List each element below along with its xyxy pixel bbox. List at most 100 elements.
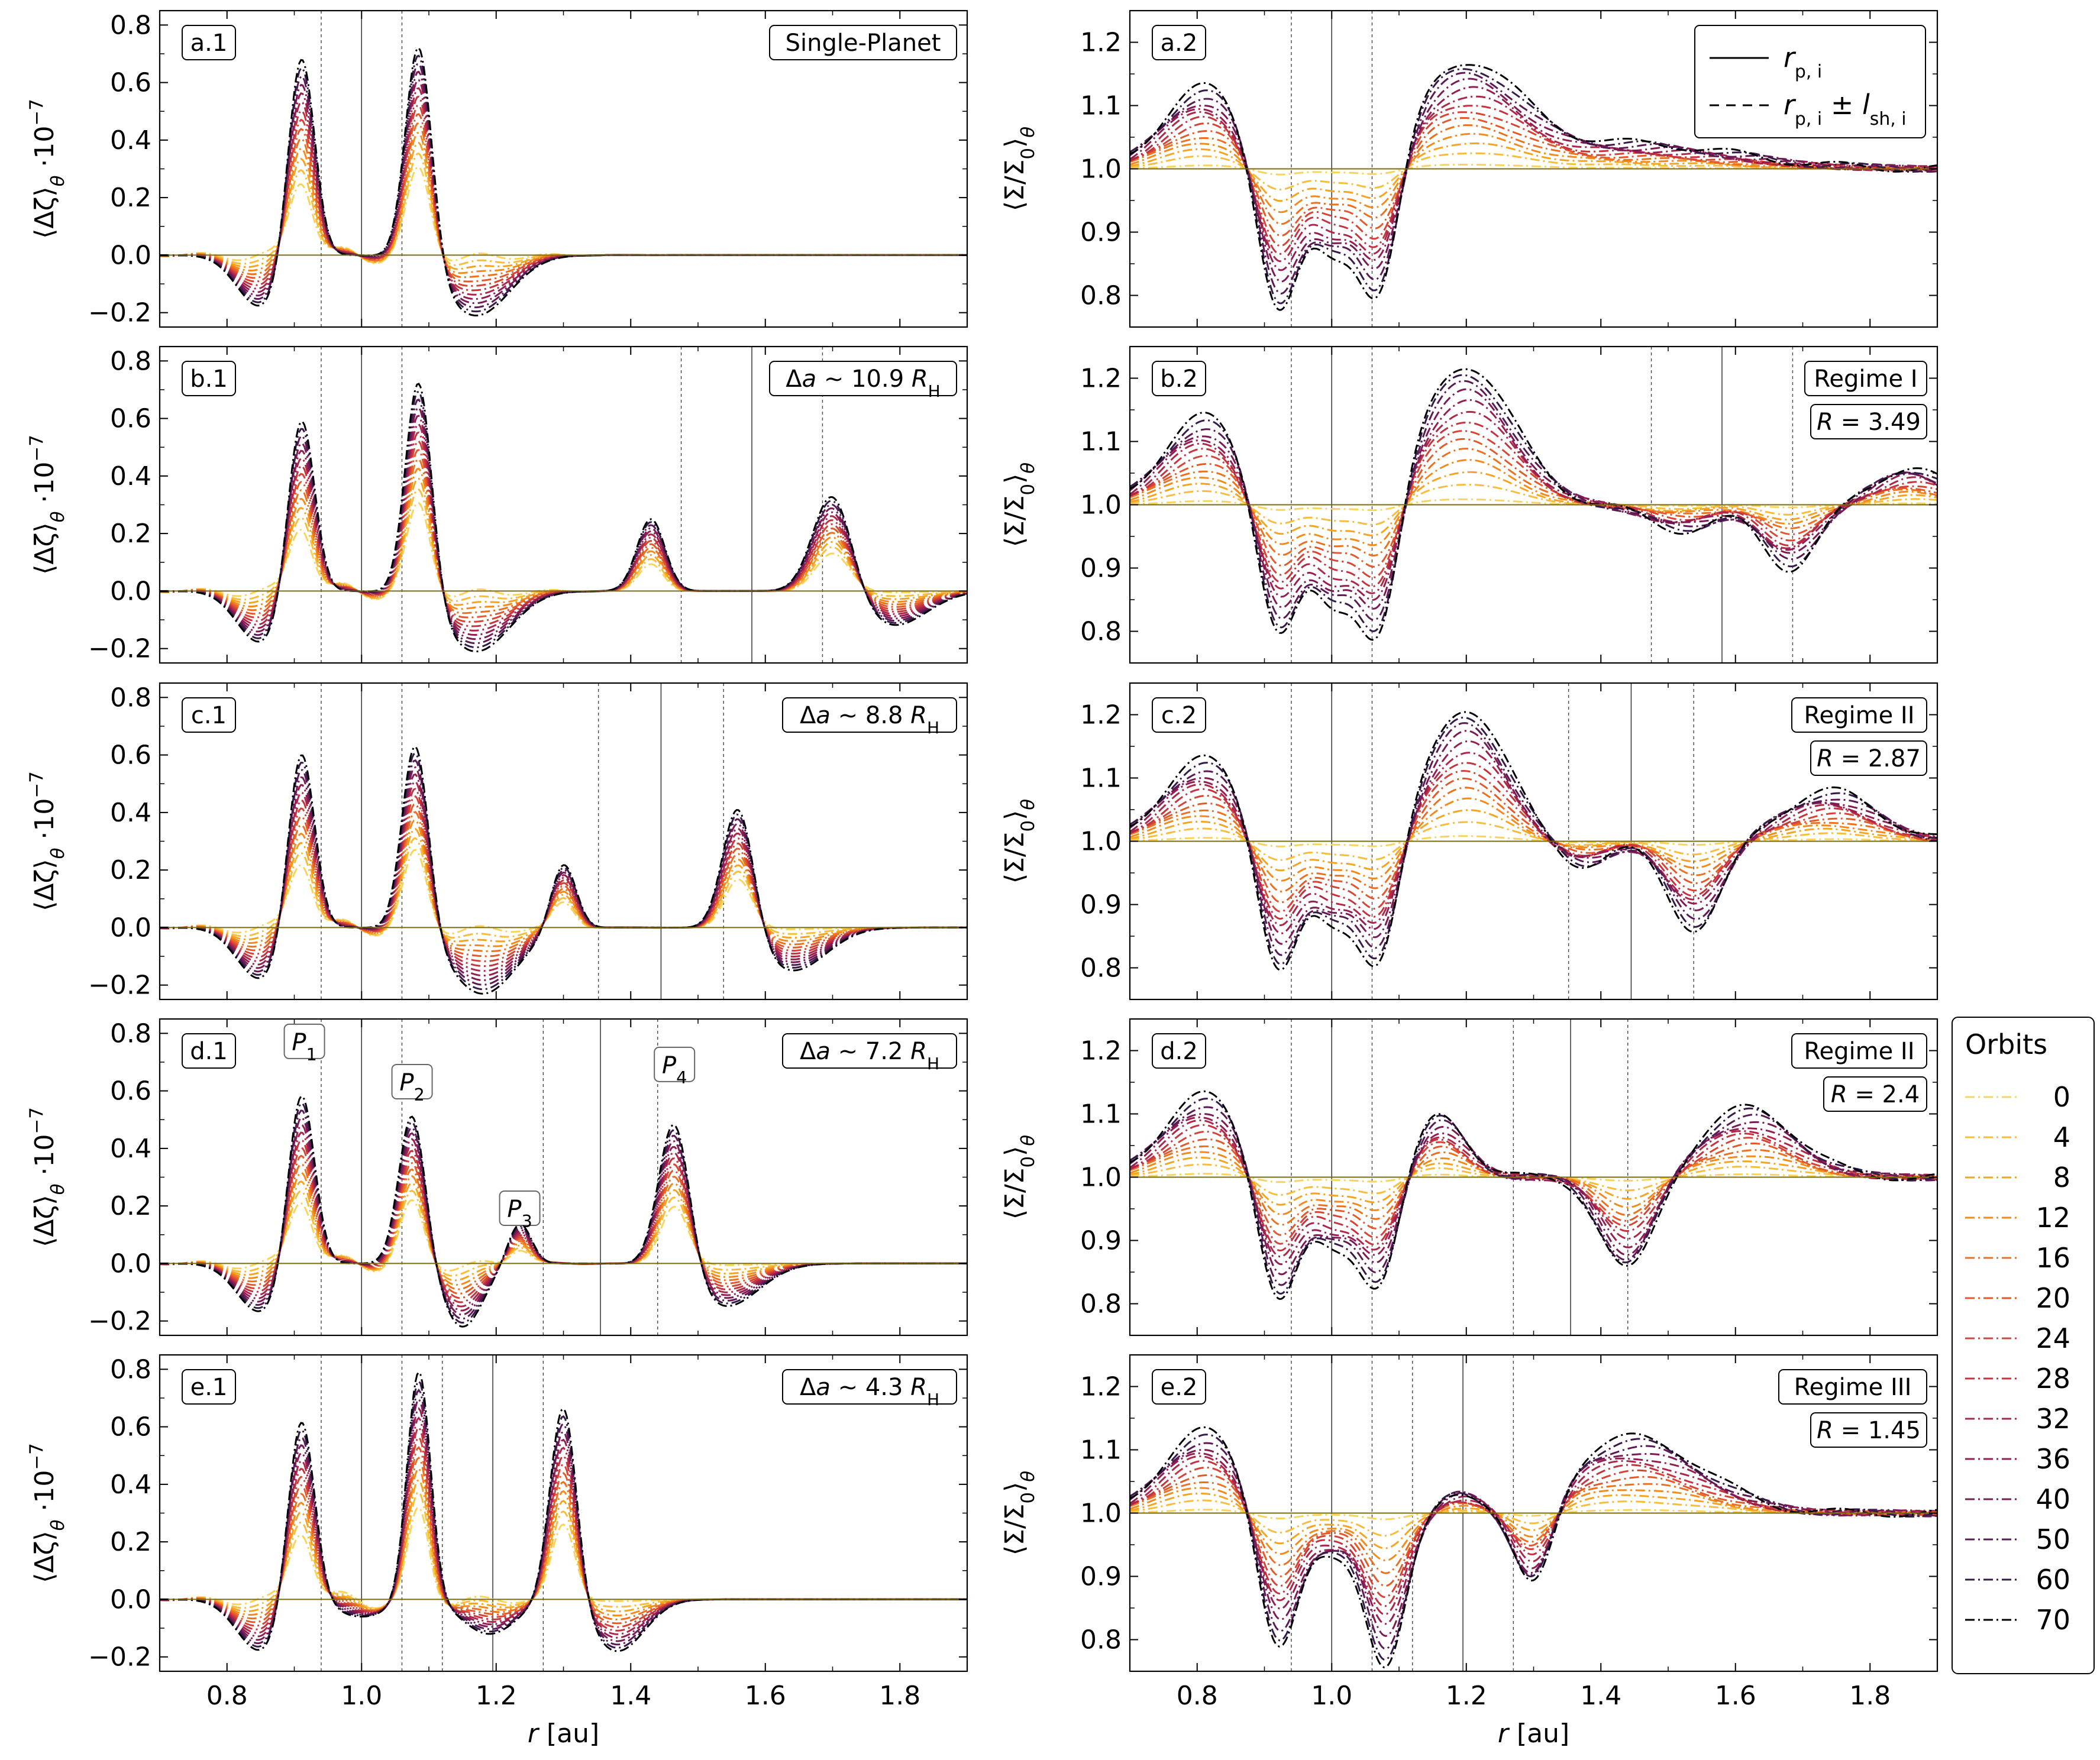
panel-tag: c.2: [1161, 702, 1197, 729]
series-group: [1130, 711, 1937, 971]
series-orbit-32: [160, 423, 967, 632]
y-axis-title: ⟨Δζ⟩θ ·10−7: [26, 99, 69, 239]
y-tick-label: 0.6: [110, 1076, 151, 1107]
panel-c-1: −0.2 0.0 0.2 0.4 0.6 0.8 ⟨Δζ⟩θ ·10−7 c.1 Δa ∼ 8.…: [26, 682, 968, 1001]
x-tick-label: 0.8: [206, 1681, 248, 1711]
series-orbit-4: [1130, 483, 1937, 526]
x-tick-label: 1.8: [1849, 1681, 1891, 1711]
series-orbit-36: [1130, 399, 1937, 601]
orbits-legend-label-40: 40: [2036, 1483, 2070, 1515]
y-tick-label: 0.9: [1080, 1562, 1122, 1592]
series-orbit-50: [1130, 380, 1937, 621]
series-orbit-36: [1130, 1452, 1937, 1625]
panel-a-1: −0.2 0.0 0.2 0.4 0.6 0.8 ⟨Δζ⟩θ ·10−7 a.1 Single-…: [26, 9, 968, 328]
y-axis-title: ⟨Δζ⟩θ ·10−7: [26, 1107, 69, 1247]
series-orbit-40: [1130, 77, 1937, 283]
series-orbit-70: [160, 745, 967, 995]
planet-label-p4: P4: [662, 1052, 687, 1088]
line-legend-dashed-label: rp, i ± lsh, i: [1784, 89, 1907, 130]
panel-d-1: −0.2 0.0 0.2 0.4 0.6 0.8 ⟨Δζ⟩θ ·10−7 d.1 Δa ∼ 7.…: [26, 1018, 968, 1337]
y-tick-label: 0.8: [1080, 1625, 1122, 1655]
panel-tag: a.2: [1161, 30, 1198, 57]
series-orbit-12: [1130, 132, 1937, 213]
series-orbit-32: [160, 780, 967, 972]
panel-tag: b.2: [1160, 365, 1198, 393]
ratio-box: [1823, 1076, 1927, 1112]
y-tick-label: 1.1: [1080, 91, 1122, 121]
series-orbit-8: [160, 827, 967, 943]
annotation-box: [769, 361, 957, 396]
ratio-label: R = 3.49: [1817, 409, 1921, 436]
series-orbit-8: [1130, 471, 1937, 536]
y-tick-label: 0.0: [110, 240, 151, 270]
annotation-box: [769, 25, 957, 60]
panel-tag: a.1: [190, 30, 228, 57]
separation-annotation: Δa ∼ 4.3 RH: [800, 1374, 939, 1409]
panel-d-2: 0.8 0.9 1.0 1.1 1.2 ⟨Σ/Σ0⟩θ d.2 Regime II R = 2.…: [1000, 1018, 1939, 1337]
series-orbit-8: [1130, 809, 1937, 872]
regime-box: [1804, 361, 1927, 396]
panel-tag-box: [1152, 25, 1206, 60]
y-tick-label: 1.2: [1080, 1036, 1122, 1066]
series-orbit-20: [1130, 438, 1937, 568]
orbits-legend-label-12: 12: [2036, 1202, 2070, 1234]
series-orbit-28: [1130, 105, 1937, 255]
series-orbit-40: [1130, 1113, 1937, 1276]
panel-tag-box: [1152, 697, 1206, 733]
separation-annotation: Δa ∼ 7.2 RH: [800, 1038, 939, 1073]
single-planet-annotation: Single-Planet: [786, 30, 941, 57]
series-orbit-16: [160, 811, 967, 952]
y-tick-label: 0.6: [110, 68, 151, 98]
y-tick-label: 0.0: [110, 913, 151, 943]
series-orbit-70: [1130, 1090, 1937, 1300]
x-tick-label: 1.6: [745, 1681, 786, 1711]
panel-tag: d.1: [190, 1038, 228, 1065]
y-tick-label: 0.4: [110, 125, 151, 156]
orbits-legend-label-20: 20: [2036, 1282, 2070, 1314]
y-tick-label: 0.9: [1080, 1226, 1122, 1256]
series-orbit-32: [1130, 410, 1937, 594]
y-tick-label: 0.6: [110, 1412, 151, 1442]
series-orbit-0: [1130, 498, 1937, 512]
panel-e-1: −0.2 0.0 0.2 0.4 0.6 0.8 0.8 1.0 1.2 1.4 1.6 1.8 ⟨Δζ…: [26, 1354, 968, 1749]
ratio-box: [1810, 1412, 1927, 1448]
panel-tag: e.1: [190, 1374, 228, 1401]
y-axis-title: ⟨Σ/Σ0⟩θ: [1000, 462, 1039, 547]
ratio-box: [1810, 740, 1927, 776]
series-orbit-50: [160, 1388, 967, 1646]
series-group: [160, 745, 967, 995]
y-tick-label: 0.8: [1080, 953, 1122, 983]
y-tick-label: 0.6: [110, 404, 151, 434]
series-orbit-4: [1130, 152, 1937, 190]
y-tick-label: 0.0: [110, 1584, 151, 1615]
series-orbit-24: [160, 795, 967, 962]
series-orbit-60: [160, 390, 967, 649]
series-orbit-4: [160, 1491, 967, 1610]
y-axis-title: ⟨Σ/Σ0⟩θ: [1000, 127, 1039, 211]
orbits-legend-label-70: 70: [2036, 1604, 2070, 1636]
y-tick-label: 1.0: [1080, 1163, 1122, 1193]
panel-tag-box: [1152, 1369, 1206, 1405]
y-axis-title: ⟨Σ/Σ0⟩θ: [1000, 799, 1039, 884]
line-legend-solid-label: rp, i: [1784, 41, 1822, 82]
series-orbit-28: [1130, 1124, 1937, 1252]
series-orbit-60: [1130, 716, 1937, 965]
series-orbit-16: [1130, 787, 1937, 893]
y-tick-label: −0.2: [88, 634, 151, 664]
panel-tag-box: [182, 697, 236, 733]
series-orbit-60: [1130, 374, 1937, 632]
y-tick-label: 0.2: [110, 1527, 151, 1557]
series-orbit-12: [1130, 797, 1937, 882]
panel-tag: d.2: [1160, 1038, 1198, 1065]
series-orbit-4: [1130, 821, 1937, 861]
y-axis-title: ⟨Δζ⟩θ ·10−7: [26, 1443, 69, 1583]
y-tick-label: 0.8: [110, 346, 151, 376]
y-axis-title: ⟨Σ/Σ0⟩θ: [1000, 1471, 1039, 1555]
series-orbit-32: [160, 1131, 967, 1308]
panel-tag-box: [1152, 1033, 1206, 1069]
y-tick-label: 1.0: [1080, 490, 1122, 520]
panel-tag: c.1: [191, 702, 227, 729]
